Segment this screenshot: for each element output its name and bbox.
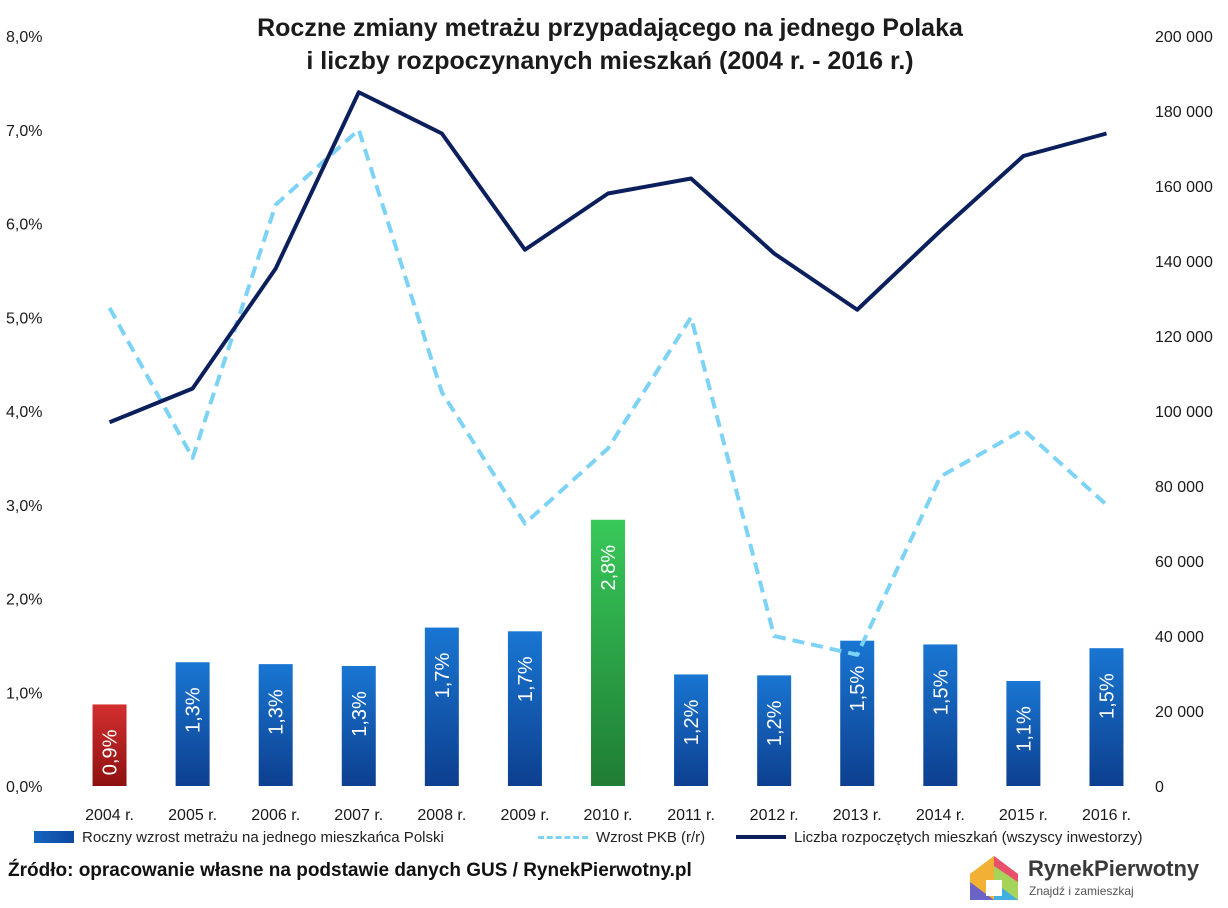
chart-title-line-1: Roczne zmiany metrażu przypadającego na … — [257, 14, 963, 42]
legend-label-bars: Roczny wzrost metrażu na jednego mieszka… — [82, 828, 444, 846]
bar — [674, 674, 709, 786]
x-tick-label: 2012 r. — [750, 807, 799, 824]
bar-data-label: 1,3% — [349, 691, 371, 737]
left-tick-label: 4,0% — [6, 404, 42, 421]
legend-swatch-gdp — [538, 835, 588, 839]
legend-label-gdp: Wzrost PKB (r/r) — [596, 828, 706, 846]
bar — [424, 627, 459, 786]
x-tick-label: 2004 r. — [85, 807, 134, 824]
bar — [1006, 681, 1041, 786]
logo-tagline: Znajdź i zamieszkaj — [1029, 884, 1134, 898]
right-tick-label: 60 000 — [1155, 554, 1204, 571]
bar — [341, 666, 376, 786]
right-tick-label: 20 000 — [1155, 704, 1204, 721]
right-tick-label: 120 000 — [1155, 329, 1213, 346]
left-axis-ticks: 0,0% 1,0% 2,0% 3,0% 4,0% 5,0% 6,0% 7,0% 8,0% — [6, 29, 42, 796]
logo-name: RynekPierwotny — [1028, 856, 1200, 881]
legend-item-housing: Liczba rozpoczętych mieszkań (wszyscy in… — [736, 824, 1142, 850]
bar — [591, 519, 625, 786]
right-tick-label: 180 000 — [1155, 104, 1213, 121]
legend-item-bars: Roczny wzrost metrażu na jednego mieszka… — [34, 824, 444, 850]
x-tick-label: 2016 r. — [1082, 807, 1131, 824]
x-tick-label: 2015 r. — [999, 807, 1048, 824]
gdp-line — [107, 127, 1108, 657]
legend: Roczny wzrost metrażu na jednego mieszka… — [30, 824, 1220, 850]
bar-series: 0,9% 1,3% 1,3% 1,3% 1,7% 1,7% 2,8% 1,2% 1,2% 1,5%… — [92, 519, 1124, 786]
x-tick-label: 2013 r. — [833, 807, 882, 824]
left-tick-label: 6,0% — [6, 217, 42, 234]
bar — [92, 704, 127, 786]
bar — [840, 640, 875, 786]
legend-swatch-bars — [34, 831, 74, 843]
left-tick-label: 3,0% — [6, 498, 42, 515]
left-tick-label: 2,0% — [6, 592, 42, 609]
housing-line — [108, 90, 1107, 425]
right-tick-label: 80 000 — [1155, 479, 1204, 496]
x-tick-label: 2010 r. — [584, 807, 633, 824]
bar — [923, 644, 958, 786]
left-tick-label: 1,0% — [6, 685, 42, 702]
legend-swatch-housing — [736, 835, 786, 839]
x-tick-label: 2005 r. — [168, 807, 217, 824]
bar-data-label: 1,7% — [515, 656, 537, 702]
x-tick-label: 2014 r. — [916, 807, 965, 824]
bar-data-label: 1,1% — [1013, 706, 1035, 752]
bar-data-label: 1,3% — [266, 689, 288, 735]
bar-data-label: 0,9% — [100, 729, 122, 775]
house-icon — [970, 856, 1018, 900]
bar — [175, 662, 210, 786]
left-tick-label: 5,0% — [6, 310, 42, 327]
x-tick-label: 2009 r. — [500, 807, 549, 824]
right-tick-label: 160 000 — [1155, 179, 1213, 196]
right-tick-label: 200 000 — [1155, 29, 1213, 46]
brand-logo: RynekPierwotny Znajdź i zamieszkaj — [966, 852, 1216, 904]
x-tick-label: 2008 r. — [417, 807, 466, 824]
right-tick-label: 140 000 — [1155, 254, 1213, 271]
bar-data-label: 1,5% — [847, 666, 869, 712]
bar-data-label: 1,7% — [432, 653, 454, 699]
chart-title: Roczne zmiany metrażu przypadającego na … — [150, 12, 1070, 78]
bar-data-label: 2,8% — [598, 545, 620, 591]
bar-data-label: 1,2% — [681, 699, 703, 745]
left-tick-label: 8,0% — [6, 29, 42, 46]
right-tick-label: 100 000 — [1155, 404, 1213, 421]
bar-data-label: 1,5% — [930, 669, 952, 715]
right-axis-ticks: 0 20 000 40 000 60 000 80 000 100 000 120 000 1… — [1155, 29, 1213, 796]
left-tick-label: 0,0% — [6, 779, 42, 796]
bar — [507, 631, 542, 786]
right-tick-label: 40 000 — [1155, 629, 1204, 646]
right-tick-label: 0 — [1155, 779, 1164, 796]
legend-label-housing: Liczba rozpoczętych mieszkań (wszyscy in… — [794, 828, 1143, 846]
bar — [258, 664, 293, 786]
bar — [1089, 648, 1124, 786]
chart-title-line-2: i liczby rozpoczynanych mieszkań (2004 r… — [306, 47, 914, 75]
x-tick-label: 2011 r. — [667, 807, 715, 824]
x-tick-label: 2006 r. — [251, 807, 300, 824]
left-tick-label: 7,0% — [6, 123, 42, 140]
legend-item-gdp: Wzrost PKB (r/r) — [538, 824, 705, 850]
bar-data-label: 1,2% — [764, 700, 786, 746]
source-note: Źródło: opracowanie własne na podstawie … — [8, 860, 692, 881]
bar-data-label: 1,5% — [1096, 673, 1118, 719]
bar-data-label: 1,3% — [183, 687, 205, 733]
x-axis-ticks: 2004 r. 2005 r. 2006 r. 2007 r. 2008 r. 2009 … — [85, 807, 1131, 824]
bar — [757, 675, 792, 786]
housing-line-series — [108, 90, 1107, 425]
gdp-line-series — [107, 127, 1108, 657]
x-tick-label: 2007 r. — [334, 807, 383, 824]
